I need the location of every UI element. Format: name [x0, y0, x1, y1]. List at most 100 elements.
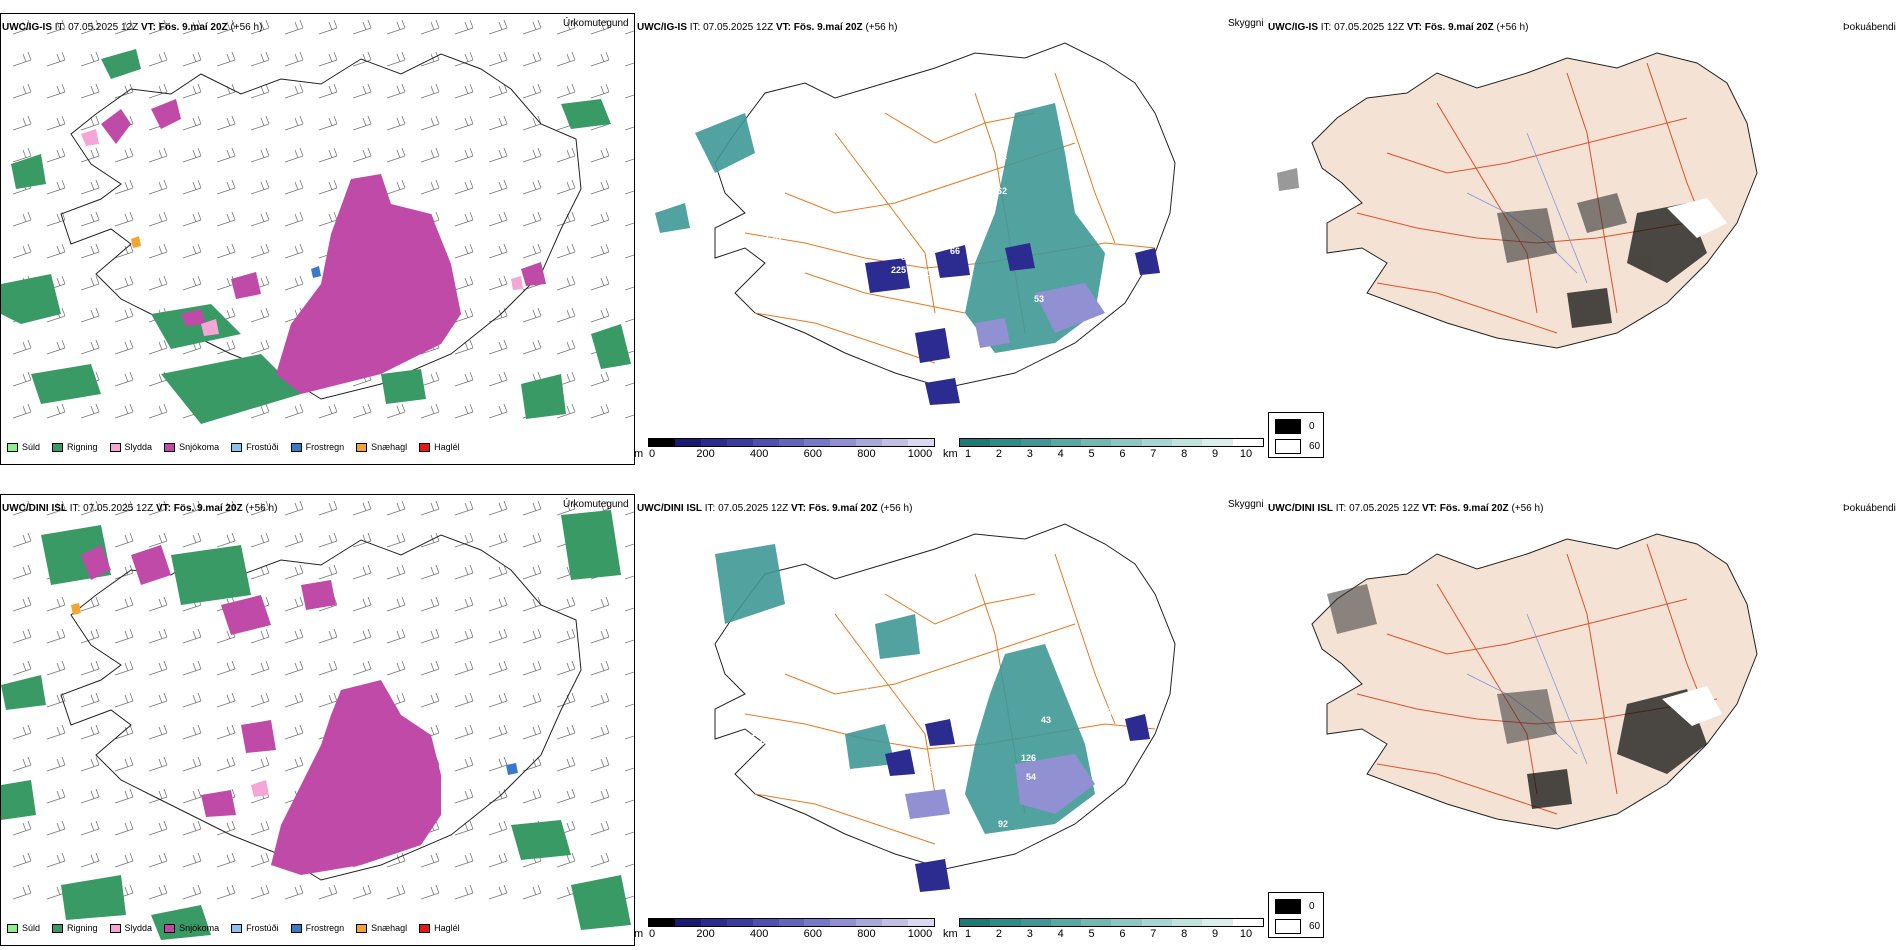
- wind-barb: [216, 51, 236, 67]
- wind-barb: [420, 628, 440, 644]
- wind-barb: [148, 243, 168, 259]
- wind-barb: [556, 179, 576, 195]
- cloud-base-value: 296: [880, 813, 895, 823]
- wind-barb: [488, 179, 508, 195]
- wind-barb: [522, 19, 542, 35]
- wind-barb: [454, 532, 474, 548]
- scale-tick-label: 0: [648, 448, 656, 460]
- wind-barb: [182, 243, 202, 259]
- wind-barb: [454, 628, 474, 644]
- wind-barb: [386, 596, 406, 612]
- wind-barb: [488, 852, 508, 868]
- wind-barb: [488, 371, 508, 387]
- wind-barb: [182, 147, 202, 163]
- cloud-base-value: 403: [969, 869, 984, 879]
- scale-cell: [1111, 439, 1142, 446]
- wind-barb: [12, 83, 32, 99]
- wind-barb: [454, 115, 474, 131]
- wind-barb: [80, 692, 100, 708]
- wind-barb: [46, 500, 66, 516]
- legend-label: Haglél: [434, 442, 460, 452]
- wind-barb: [250, 660, 270, 676]
- legend-label: Snjókoma: [179, 442, 220, 452]
- wind-barb: [148, 83, 168, 99]
- cloud-base-value: 861: [963, 224, 978, 234]
- scale-tick-label: 200: [696, 928, 715, 940]
- legend-item-slydda: Slydda: [109, 442, 152, 452]
- fog-panel-2: [1267, 494, 1900, 946]
- scale-tick-label: 1000: [907, 928, 933, 940]
- wind-barb: [556, 339, 576, 355]
- wind-barb: [250, 500, 270, 516]
- scale-cell: [1050, 919, 1082, 926]
- precip-map-1: [1, 19, 634, 424]
- wind-barb: [454, 884, 474, 900]
- cloud-base-value: 21: [904, 131, 914, 141]
- wind-barb: [114, 756, 134, 772]
- legend-item-frostregn: Frostregn: [290, 442, 344, 452]
- wind-barb: [556, 756, 576, 772]
- wind-barb: [420, 83, 440, 99]
- wind-barb: [590, 179, 610, 195]
- wind-barb: [148, 820, 168, 836]
- wind-barb: [80, 628, 100, 644]
- legend-item-súld: Súld: [7, 442, 40, 452]
- wind-barb: [182, 628, 202, 644]
- cloud-base-value: 72: [757, 801, 767, 811]
- wind-barb: [386, 884, 406, 900]
- legend-label: Snæhagl: [371, 442, 408, 452]
- fog-swatch-0: [1275, 899, 1301, 914]
- wind-barb: [318, 692, 338, 708]
- legend-label: Súld: [22, 923, 41, 933]
- legend-swatch: [356, 923, 368, 933]
- wind-barb: [454, 692, 474, 708]
- cloud-base-value: 66: [950, 246, 960, 256]
- scale-cell: [700, 439, 727, 446]
- wind-barb: [114, 660, 134, 676]
- scale-cell: [674, 439, 701, 446]
- cloud-base-value: 74: [1088, 741, 1098, 751]
- wind-barb: [46, 147, 66, 163]
- cloud-base-value: 97: [856, 698, 866, 708]
- wind-barb: [148, 756, 168, 772]
- wind-barb: [556, 724, 576, 740]
- scale-tick-label: 3: [1026, 928, 1033, 940]
- wind-barb: [12, 500, 32, 516]
- wind-barb: [12, 532, 32, 548]
- wind-barb: [488, 275, 508, 291]
- wind-barb: [114, 532, 134, 548]
- wind-barb: [80, 83, 100, 99]
- wind-barb: [182, 179, 202, 195]
- wind-barb: [590, 275, 610, 291]
- wind-barb: [454, 756, 474, 772]
- legend-swatch: [290, 923, 302, 933]
- wind-barb: [46, 852, 66, 868]
- wind-barb: [284, 756, 304, 772]
- cloud-base-panel-2: 126 74 936 740 195 482 72 692 136 403 59 231 132 107 2…: [635, 494, 1267, 946]
- cloud-base-value: 126: [1021, 753, 1036, 763]
- cloud-base-value: 54: [1026, 772, 1036, 782]
- wind-barb: [114, 147, 134, 163]
- wind-barb: [590, 307, 610, 323]
- wind-barb: [454, 788, 474, 804]
- wind-barb: [216, 147, 236, 163]
- fog-label-60: 60: [1309, 921, 1321, 932]
- scale-cell: [649, 439, 675, 446]
- wind-barb: [284, 724, 304, 740]
- wind-barb: [522, 660, 542, 676]
- wind-barb: [624, 254, 634, 259]
- cloud-base-value: 76: [945, 201, 955, 211]
- wind-barb: [454, 147, 474, 163]
- cloud-base-panel-1: 208 216 308 15 861 54 31 61 62 66 299 264 570 87 225 62…: [635, 13, 1267, 465]
- scale-cell: [1172, 439, 1203, 446]
- scale-tick-label: 0: [648, 928, 656, 940]
- wind-barb: [488, 19, 508, 35]
- wind-barb: [454, 371, 474, 387]
- wind-barb: [80, 211, 100, 227]
- fog-panel-1: [1267, 13, 1900, 465]
- legend-swatch: [7, 923, 18, 933]
- wind-barb: [114, 83, 134, 99]
- legend-label: Snjókoma: [179, 923, 220, 933]
- wind-barb: [250, 852, 270, 868]
- wind-barb: [46, 660, 66, 676]
